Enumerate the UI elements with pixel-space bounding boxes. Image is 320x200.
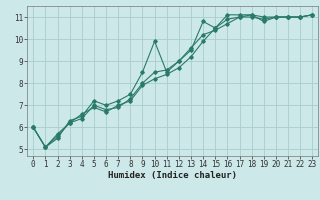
X-axis label: Humidex (Indice chaleur): Humidex (Indice chaleur): [108, 171, 237, 180]
